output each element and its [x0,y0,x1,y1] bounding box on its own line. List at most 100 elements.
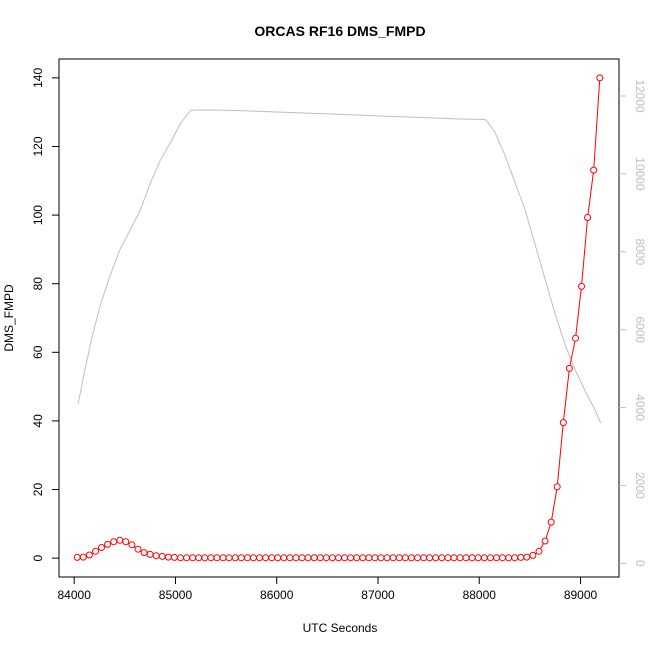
data-point [414,554,421,562]
chart-title: ORCAS RF16 DMS_FMPD [254,23,425,39]
data-point [590,166,598,174]
data-point [389,554,397,562]
data-point [243,554,251,562]
data-point [237,554,245,562]
data-point [462,554,470,562]
y2-tick-label: 10000 [633,157,647,191]
y-tick-label: 80 [31,277,45,291]
y-tick-label: 40 [31,414,45,428]
x-tick-label: 88000 [463,588,497,602]
primary-series-layer [73,74,604,562]
y-axis-label: DMS_FMPD [2,284,16,352]
x-tick-label: 87000 [361,588,395,602]
data-point [474,554,482,562]
data-point [231,554,239,562]
data-point [268,554,276,562]
data-point [116,536,124,544]
data-point [511,554,519,562]
data-point [444,554,452,562]
data-point [183,554,191,562]
x-axis-label: UTC Seconds [303,621,378,635]
data-point [85,551,93,559]
y-tick-label: 0 [31,554,45,561]
data-point [316,554,324,562]
y2-tick-label: 8000 [633,238,647,265]
data-point [177,554,184,562]
data-point [256,554,263,562]
data-point [170,553,178,561]
data-point [456,554,464,562]
data-point [201,554,209,562]
data-point [104,540,112,548]
data-point [499,554,506,562]
data-point [274,554,282,562]
data-point [140,549,148,557]
data-point [493,554,500,562]
y2-tick-label: 6000 [633,316,647,343]
data-point [450,554,458,562]
data-point [335,554,342,562]
data-point [328,554,336,562]
data-point [353,554,361,562]
data-point [310,554,318,562]
x-tick-label: 85000 [159,588,193,602]
data-point [189,554,197,562]
data-point [341,554,349,562]
y2-tick-label: 4000 [633,394,647,421]
data-point [584,214,592,221]
data-point [486,554,494,562]
data-point [553,483,561,491]
data-point [505,554,513,562]
y2-tick-label: 0 [633,560,647,567]
data-point [359,554,367,562]
data-point [559,419,567,427]
data-point [128,541,136,549]
data-point [158,552,166,560]
data-point [207,554,215,562]
data-point [578,282,585,290]
y2-tick-label: 2000 [633,472,647,499]
data-point [292,554,300,562]
data-point [432,554,440,562]
y-tick-label: 100 [31,205,45,225]
x-tick-label: 89000 [564,588,598,602]
data-point [371,554,379,562]
data-point [547,518,555,526]
data-point [79,553,87,561]
data-point [122,538,130,546]
data-point [541,537,549,545]
data-point [298,554,306,562]
x-tick-label: 84000 [58,588,92,602]
x-tick-label: 86000 [260,588,294,602]
y-tick-label: 20 [31,483,45,497]
plot-frame [58,58,620,578]
data-point [225,554,233,562]
data-point [565,364,573,372]
data-point [596,74,604,82]
data-point [572,334,579,342]
data-point [92,547,99,555]
secondary-series-layer [77,109,602,424]
data-point [365,554,373,562]
data-point [347,554,355,562]
data-point [523,553,531,561]
data-point [146,550,154,558]
data-point [304,554,312,562]
data-point [480,554,488,562]
data-point [219,554,227,562]
data-point [134,545,142,553]
data-point [517,553,525,561]
data-point [262,554,270,562]
data-point [195,554,203,562]
data-point [377,554,385,562]
data-point [249,554,257,562]
data-point [407,554,415,562]
y2-tick-label: 12000 [633,79,647,113]
data-point [213,554,221,562]
data-point [383,554,391,562]
data-point [110,538,118,546]
data-point [420,554,428,562]
data-point [438,554,446,562]
data-point [322,554,330,562]
data-point [286,554,294,562]
